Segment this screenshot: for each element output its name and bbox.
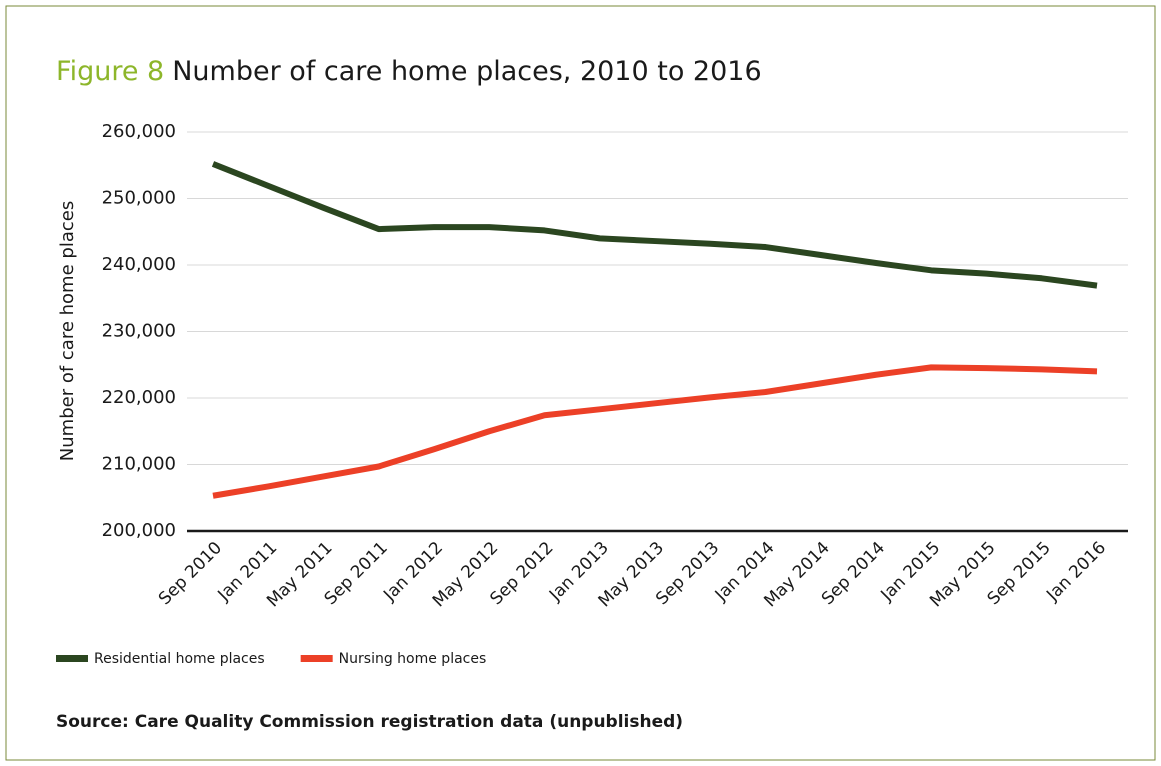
y-tick-label: 220,000 [102,387,176,408]
legend-label: Nursing home places [339,651,487,667]
legend-swatch [300,655,333,662]
y-tick-label: 200,000 [102,520,176,541]
y-tick-label: 210,000 [102,454,176,475]
y-tick-label: 250,000 [102,188,176,209]
y-tick-label: 260,000 [102,121,176,142]
x-tick-label: Sep 2010 [155,538,226,609]
y-tick-label: 230,000 [102,321,176,342]
x-tick-label: Jan 2016 [1042,538,1110,606]
frame [5,5,1156,761]
figure-label: Figure 8 [56,56,164,87]
y-tick-label: 240,000 [102,254,176,275]
legend-label: Residential home places [94,651,265,667]
series-line [212,364,1098,499]
source-note: Source: Care Quality Commission registra… [56,712,683,732]
legend-swatch [56,655,88,662]
y-axis-label: Number of care home places [57,201,78,461]
chart-title: Figure 8 Number of care home places, 2010… [56,56,762,87]
series-line [211,161,1098,289]
title-text: Number of care home places, 2010 to 2016 [172,56,761,87]
